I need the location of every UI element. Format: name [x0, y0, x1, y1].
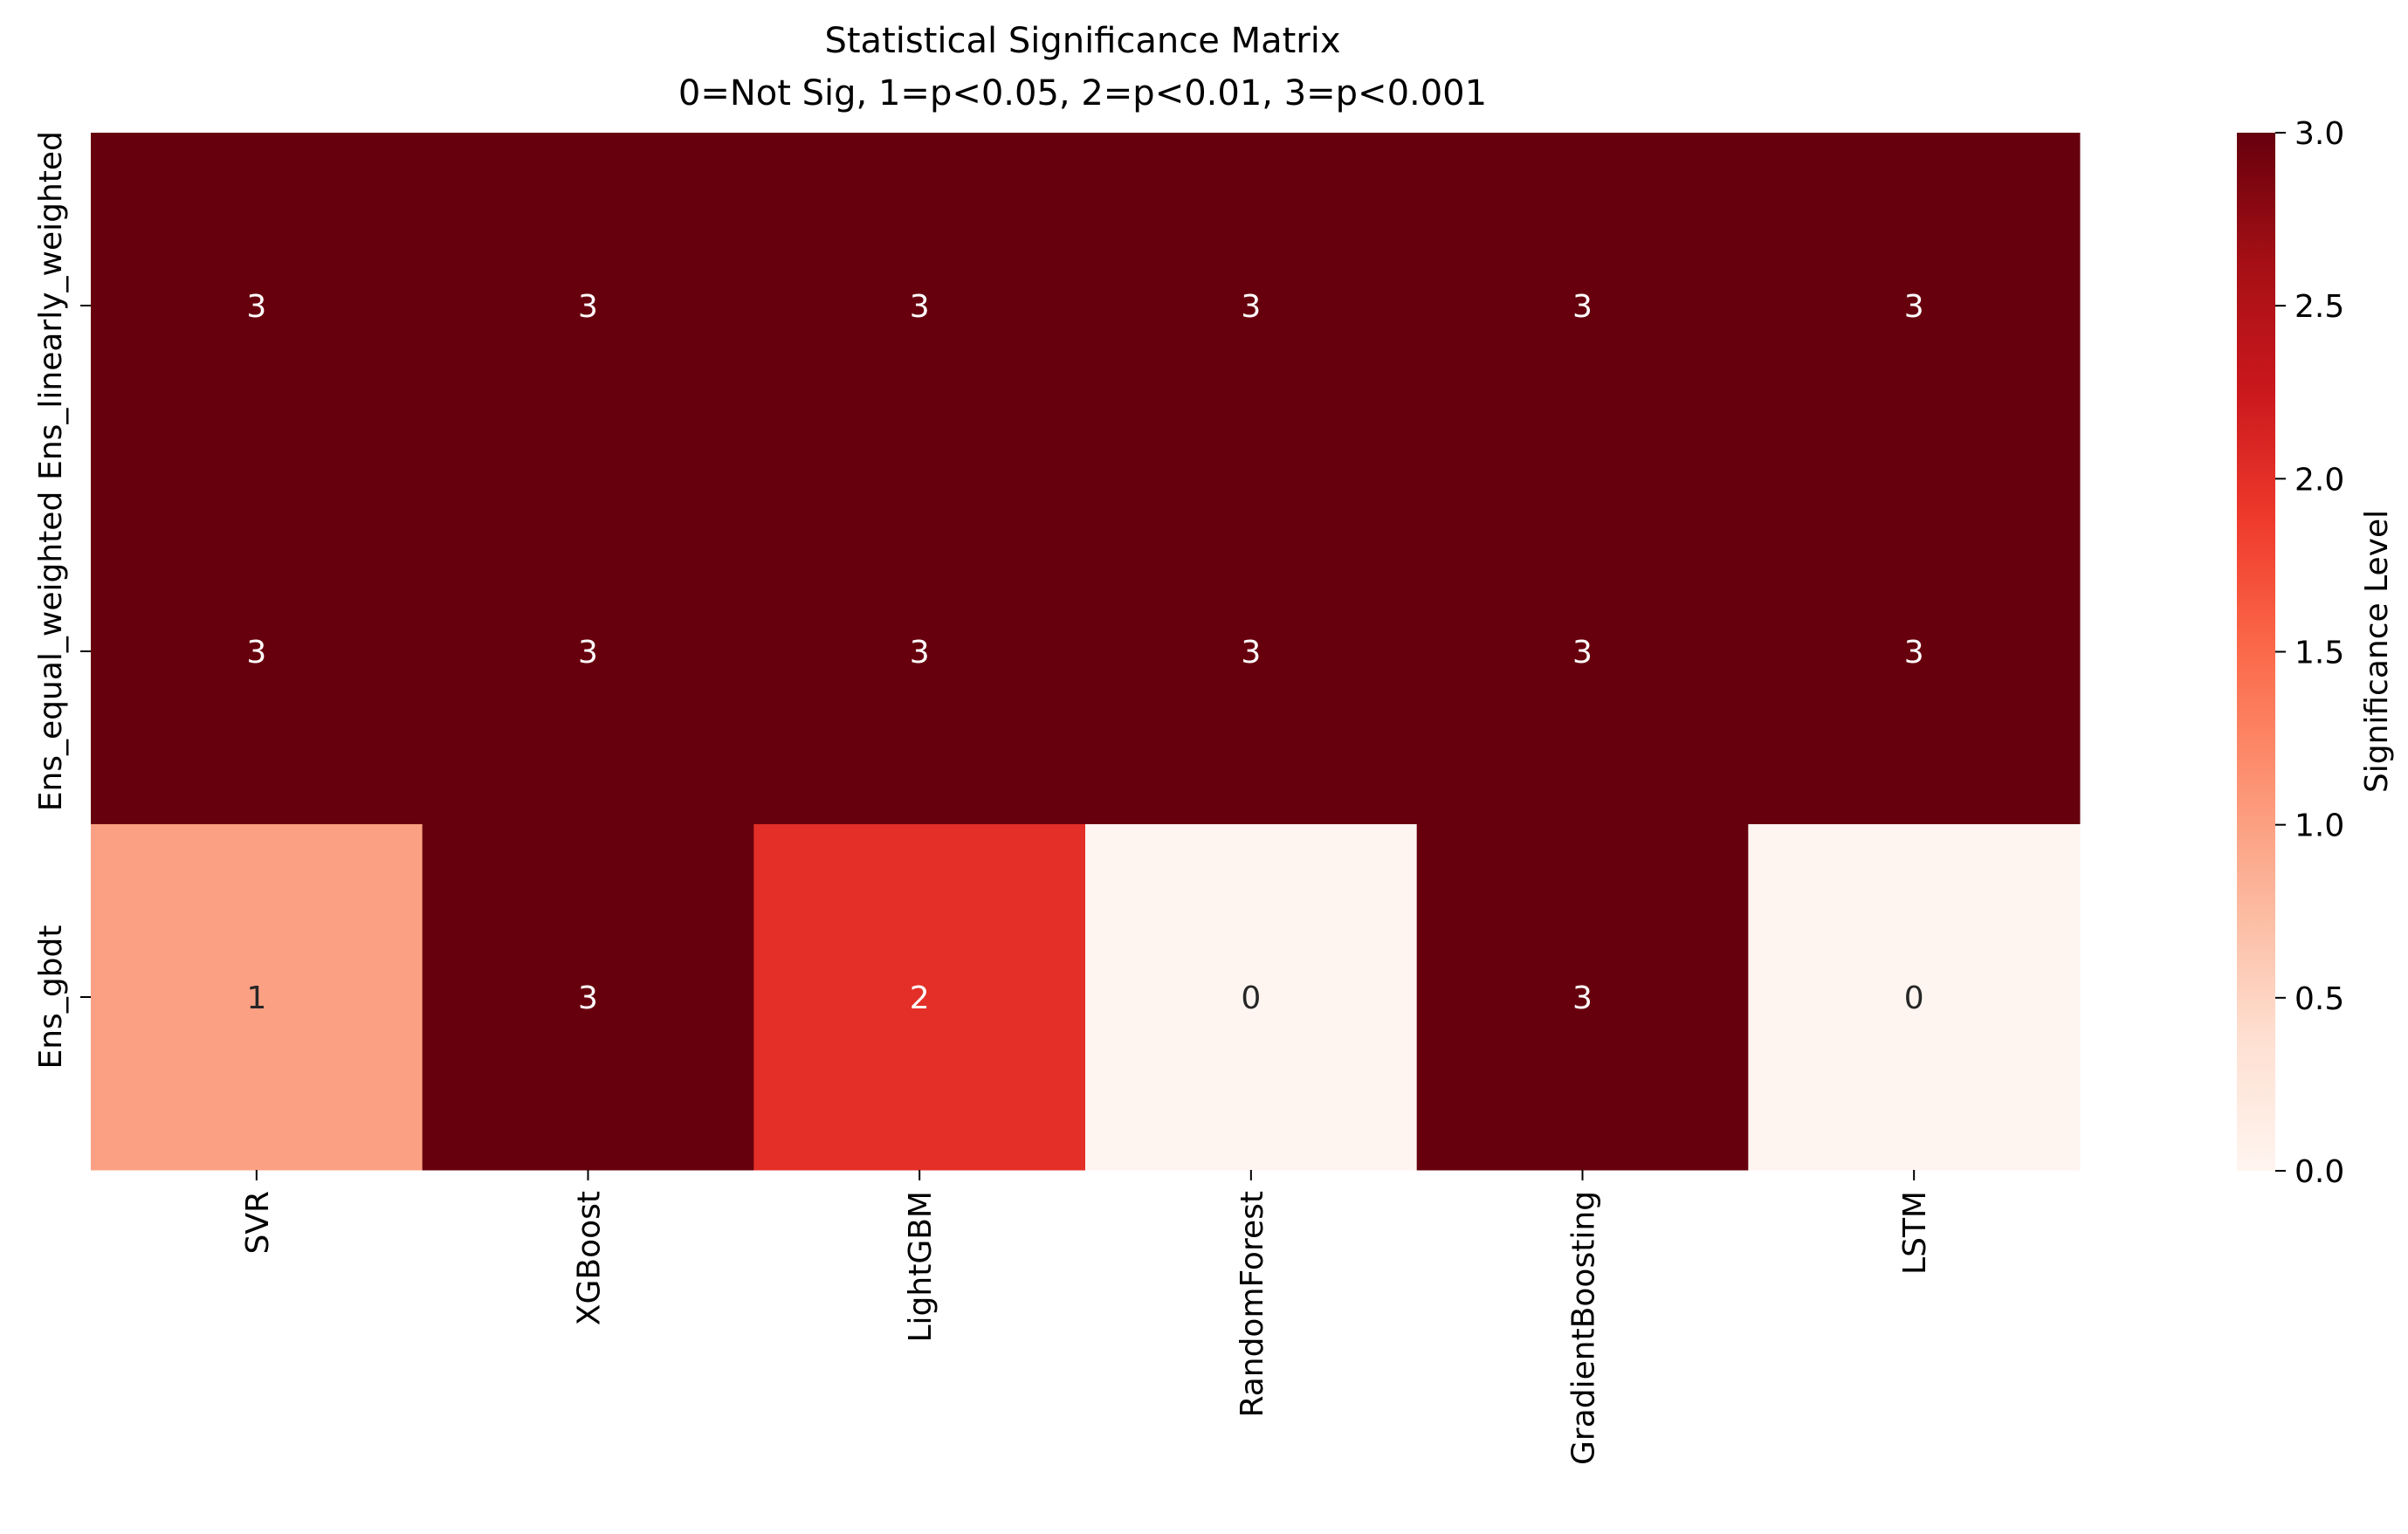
y-tick-label: Ens_linearly_weighted [33, 131, 69, 480]
heatmap-cell [753, 478, 1086, 825]
cell-value-label: 3 [246, 289, 266, 325]
x-tick-label: LSTM [1897, 1191, 1933, 1275]
heatmap-cell [753, 824, 1086, 1171]
cell-value-label: 0 [1241, 980, 1261, 1016]
colorbar-tick-label: 2.0 [2294, 462, 2344, 498]
colorbar-tick-label: 2.5 [2294, 289, 2344, 325]
cell-value-label: 3 [246, 635, 266, 671]
cell-value-label: 3 [1572, 980, 1593, 1016]
y-tick-label: Ens_equal_weighted [33, 492, 69, 812]
y-tick-label: Ens_gbdt [33, 925, 69, 1070]
cell-value-label: 3 [578, 980, 598, 1016]
colorbar-gradient [2237, 133, 2275, 1171]
heatmap-cell [422, 133, 754, 479]
heatmap-cell [1085, 133, 1418, 479]
y-axis-ticks: Ens_linearly_weighted Ens_equal_weighted E… [33, 131, 91, 1070]
cell-value-label: 3 [1572, 635, 1593, 671]
x-tick-label: RandomForest [1235, 1191, 1270, 1418]
heatmap-cell [422, 824, 754, 1171]
colorbar-tick-label: 3.0 [2294, 116, 2344, 152]
heatmap-cell [753, 133, 1086, 479]
cell-value-label: 3 [1904, 635, 1924, 671]
heatmap-cell [1416, 824, 1749, 1171]
colorbar-tick-label: 1.5 [2294, 636, 2344, 671]
x-tick-label: GradientBoosting [1566, 1191, 1602, 1465]
x-axis-ticks: SVR XGBoost LightGBM RandomForest GradientBo… [240, 1170, 1933, 1465]
cell-value-label: 0 [1904, 980, 1924, 1016]
chart-title: Statistical Significance Matrix [824, 21, 1340, 61]
heatmap-cell [1085, 824, 1418, 1171]
cell-value-label: 3 [578, 289, 598, 325]
heatmap-cells: 3 3 3 3 3 3 3 3 3 3 3 3 1 3 2 0 3 0 [91, 133, 2081, 1171]
colorbar-tick-label: 0.5 [2294, 981, 2344, 1017]
x-tick-label: LightGBM [903, 1191, 939, 1343]
cell-value-label: 3 [1572, 289, 1593, 325]
x-tick-label: XGBoost [572, 1191, 608, 1325]
cell-value-label: 3 [910, 635, 930, 671]
cell-value-label: 2 [910, 980, 930, 1016]
cell-value-label: 3 [1241, 289, 1261, 325]
heatmap-cell [1748, 824, 2081, 1171]
heatmap-cell [1748, 478, 2081, 825]
cell-value-label: 3 [578, 635, 598, 671]
heatmap-cell [91, 824, 423, 1171]
heatmap-cell [1748, 133, 2081, 479]
x-tick-label: SVR [240, 1191, 276, 1255]
heatmap-cell [91, 478, 423, 825]
heatmap-cell [91, 133, 423, 479]
cell-value-label: 3 [910, 289, 930, 325]
cell-value-label: 1 [246, 980, 266, 1016]
heatmap-cell [422, 478, 754, 825]
cell-value-label: 3 [1241, 635, 1261, 671]
heatmap-cell [1085, 478, 1418, 825]
colorbar-label: Significance Level [2359, 510, 2395, 793]
colorbar-tick-label: 0.0 [2294, 1154, 2344, 1190]
heatmap-cell [1416, 133, 1749, 479]
chart-subtitle: 0=Not Sig, 1=p<0.05, 2=p<0.01, 3=p<0.001 [678, 73, 1487, 114]
colorbar-tick-label: 1.0 [2294, 808, 2344, 844]
heatmap-cell [1416, 478, 1749, 825]
colorbar-ticks: 0.0 0.5 1.0 1.5 2.0 2.5 3.0 [2275, 116, 2344, 1190]
cell-value-label: 3 [1904, 289, 1924, 325]
colorbar: 0.0 0.5 1.0 1.5 2.0 2.5 3.0 Significance Level [2237, 116, 2395, 1190]
